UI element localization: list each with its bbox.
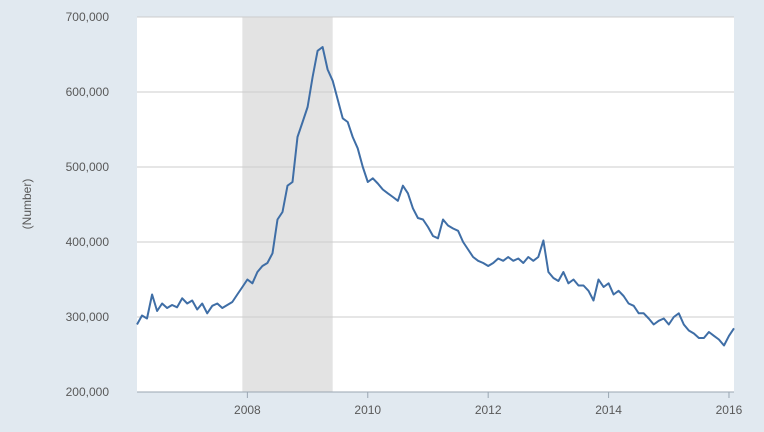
- series-line: [136, 46, 735, 347]
- y-tick-label: 400,000: [66, 235, 110, 249]
- x-tick-label: 2012: [475, 403, 502, 417]
- y-tick-label: 500,000: [66, 160, 110, 174]
- y-axis-title: (Number): [20, 179, 34, 230]
- y-tick-label: 300,000: [66, 310, 110, 324]
- y-axis-tick-labels: 200,000 300,000 400,000 500,000 600,000 700,0…: [66, 10, 110, 399]
- y-tick-label: 200,000: [66, 385, 110, 399]
- x-tick-label: 2010: [354, 403, 381, 417]
- plot-area: [137, 17, 734, 392]
- x-tick-label: 2014: [595, 403, 622, 417]
- recession-shading: [242, 17, 333, 392]
- y-tick-label: 700,000: [66, 10, 110, 24]
- gridlines: [137, 16, 734, 318]
- x-tick-label: 2008: [234, 403, 261, 417]
- y-tick-label: 600,000: [66, 85, 110, 99]
- x-axis-tick-labels: 2008 2010 2012 2014 2016: [234, 392, 743, 417]
- x-tick-label: 2016: [716, 403, 743, 417]
